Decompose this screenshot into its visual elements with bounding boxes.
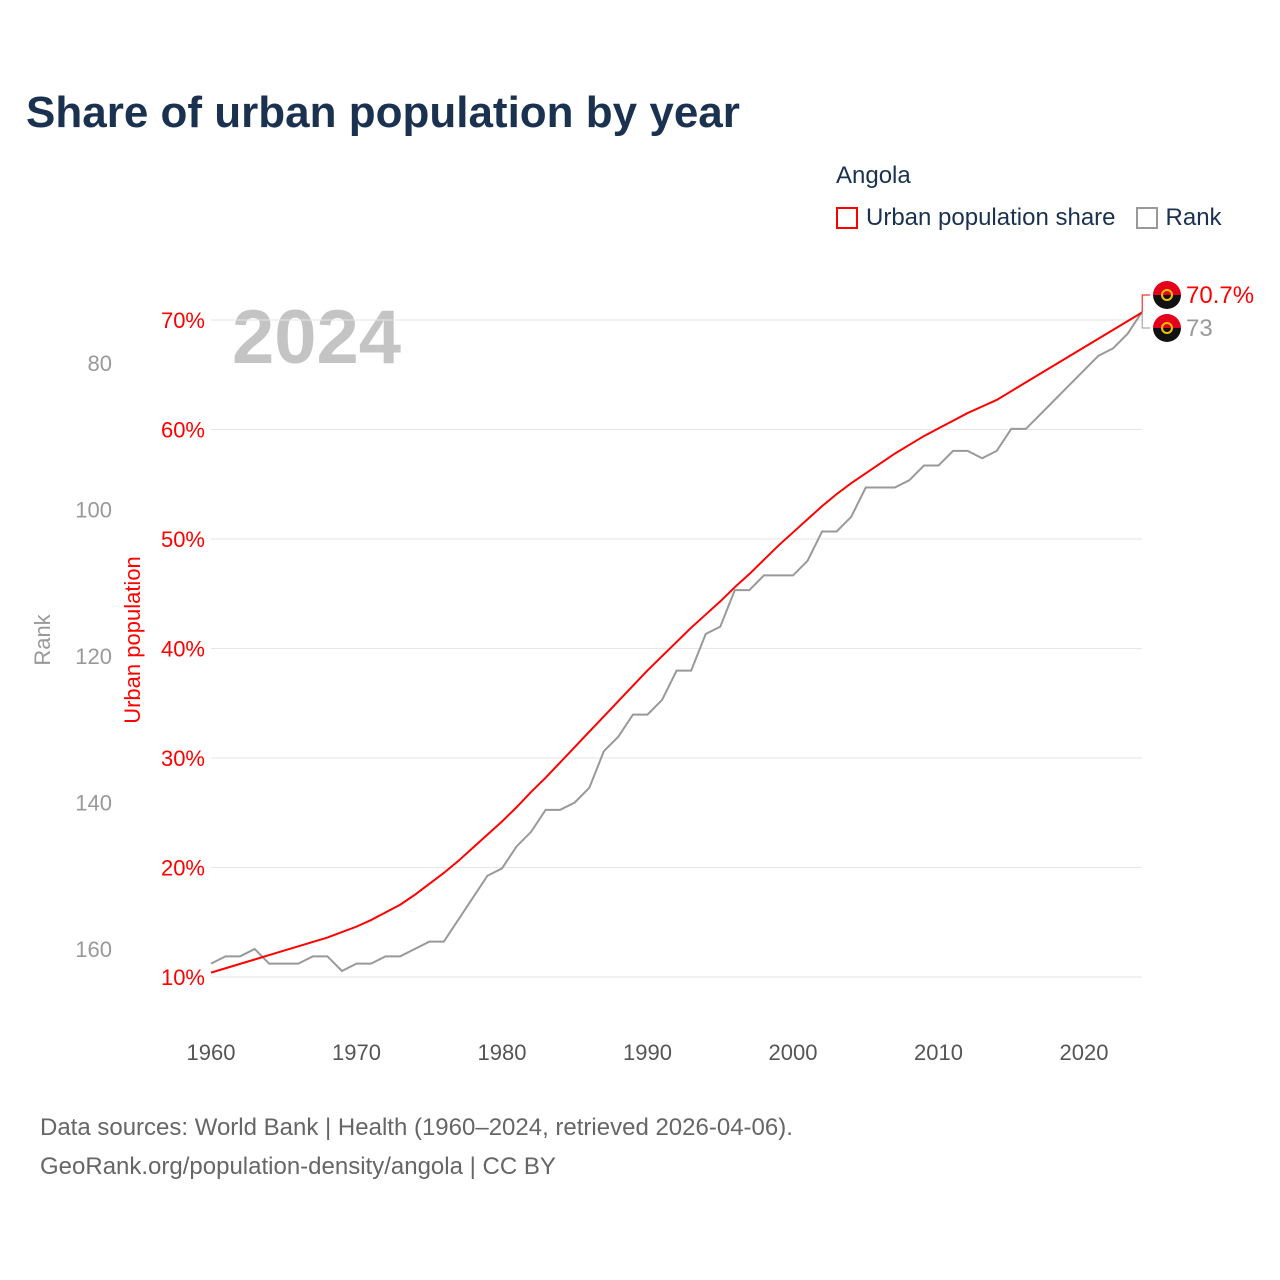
source-note: Data sources: World Bank | Health (1960–… (40, 1114, 793, 1141)
flag-emblem (1161, 289, 1173, 301)
rank-tick-label: 140 (75, 791, 112, 816)
flag-red (1153, 281, 1181, 295)
end-label-connector (1141, 294, 1151, 313)
angola-flag-icon (1153, 281, 1181, 309)
urban-line (210, 311, 1143, 974)
legend-label-urban: Urban population share (866, 204, 1116, 231)
flag-black (1153, 295, 1181, 309)
legend-item-urban[interactable]: Urban population share (836, 204, 1116, 232)
x-tick-label: 1980 (478, 1040, 527, 1065)
x-tick-label: 2020 (1060, 1040, 1109, 1065)
urban-axis-title: Urban population (120, 556, 145, 724)
x-tick-label: 2010 (914, 1040, 963, 1065)
urban-tick-label: 70% (161, 308, 205, 333)
year-watermark: 2024 (232, 295, 401, 380)
flag-red (1153, 314, 1181, 328)
rank-tick-label: 160 (75, 937, 112, 962)
urban-tick-label: 50% (161, 527, 205, 552)
legend: Urban population share Rank (836, 204, 1242, 232)
legend-swatch-urban (836, 207, 858, 229)
rank-axis-title: Rank (30, 613, 55, 665)
legend-label-rank: Rank (1165, 204, 1222, 231)
flag-black (1153, 328, 1181, 342)
urban-tick-label: 20% (161, 856, 205, 881)
x-tick-label: 2000 (769, 1040, 818, 1065)
flag-emblem (1161, 322, 1173, 334)
urban-tick-label: 10% (161, 965, 205, 990)
legend-item-rank[interactable]: Rank (1135, 204, 1222, 232)
urban-tick-label: 40% (161, 637, 205, 662)
end-label-value: 70.7% (1186, 282, 1254, 309)
rank-tick-label: 120 (75, 644, 112, 669)
urban-tick-label: 30% (161, 746, 205, 771)
angola-flag-icon (1153, 314, 1181, 342)
x-tick-label: 1990 (623, 1040, 672, 1065)
rank-line (210, 311, 1144, 973)
footer: Data sources: World Bank | Health (1960–… (40, 1108, 793, 1186)
end-label-connector (1141, 311, 1151, 329)
x-tick-label: 1970 (332, 1040, 381, 1065)
rank-tick-label: 100 (75, 498, 112, 523)
urban-tick-label: 60% (161, 418, 205, 443)
attribution-link[interactable]: GeoRank.org/population-density/angola | … (40, 1153, 556, 1180)
legend-title: Angola (836, 162, 911, 189)
legend-swatch-rank (1135, 207, 1158, 229)
rank-tick-label: 80 (88, 351, 112, 376)
x-tick-label: 1960 (187, 1040, 236, 1065)
chart-title: Share of urban population by year (26, 88, 740, 137)
end-label-value: 73 (1186, 315, 1213, 342)
